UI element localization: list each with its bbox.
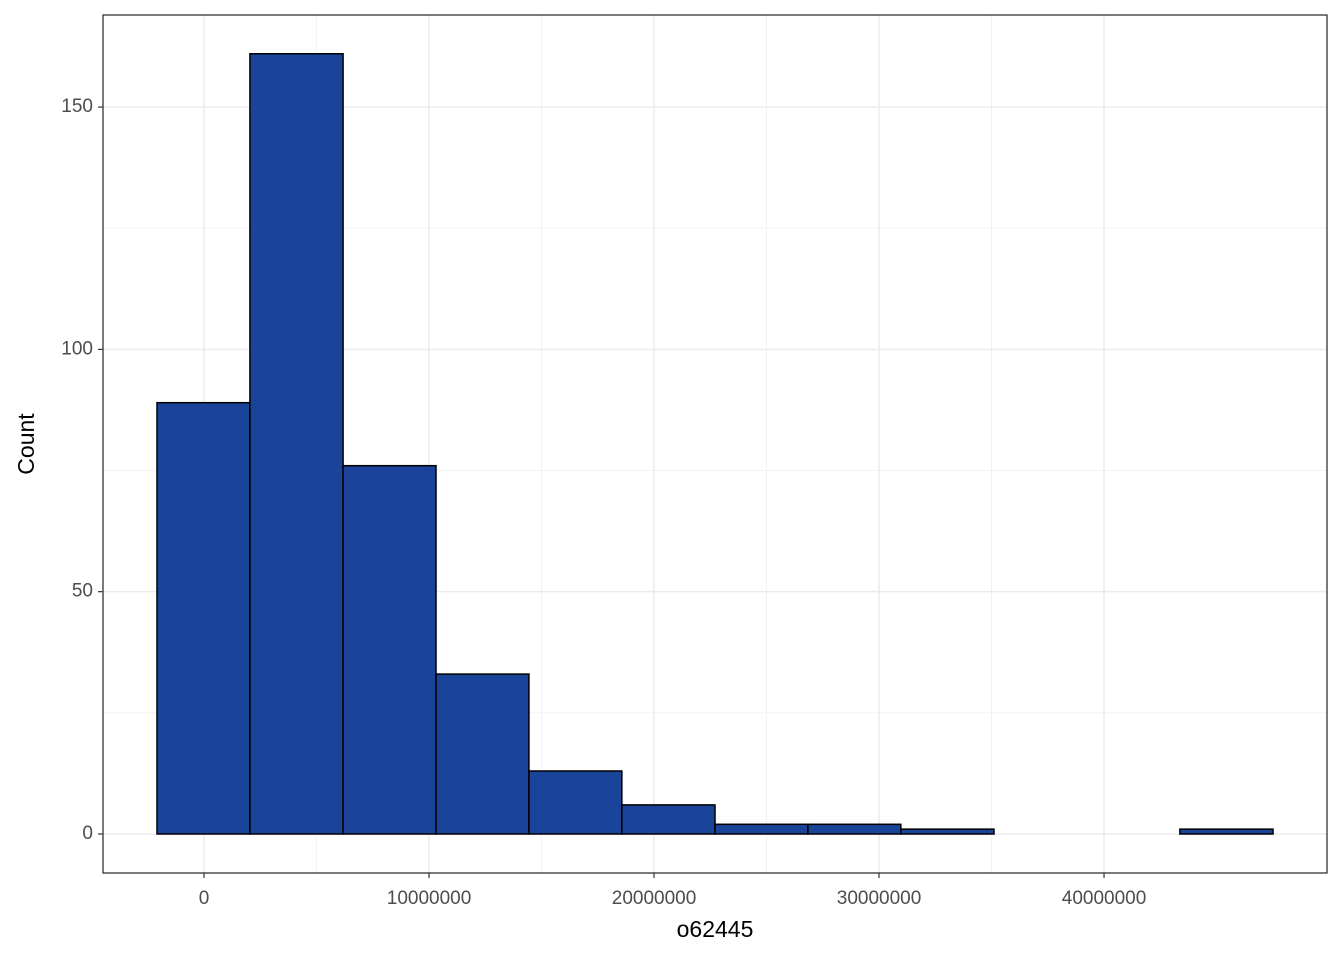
bar [435,673,530,835]
y-axis-title: Count [13,413,39,475]
bar [1179,828,1274,835]
y-tick-label: 100 [61,338,93,359]
bar [528,770,623,835]
bar [714,823,809,835]
bar [249,53,344,835]
bar [156,401,251,835]
y-tick-label: 0 [82,823,93,844]
x-tick-label: 20000000 [612,888,697,909]
x-tick-label: 30000000 [837,888,922,909]
bar [621,804,716,835]
plot-border [102,14,1328,874]
x-axis-title: o62445 [677,916,754,942]
bar [342,464,437,835]
x-tick-label: 40000000 [1062,888,1147,909]
y-tick-label: 150 [61,96,93,117]
bar [900,828,995,835]
x-tick-label: 0 [199,888,210,909]
bar [807,823,902,835]
x-tick-label: 10000000 [387,888,472,909]
y-tick-label: 50 [72,581,93,602]
